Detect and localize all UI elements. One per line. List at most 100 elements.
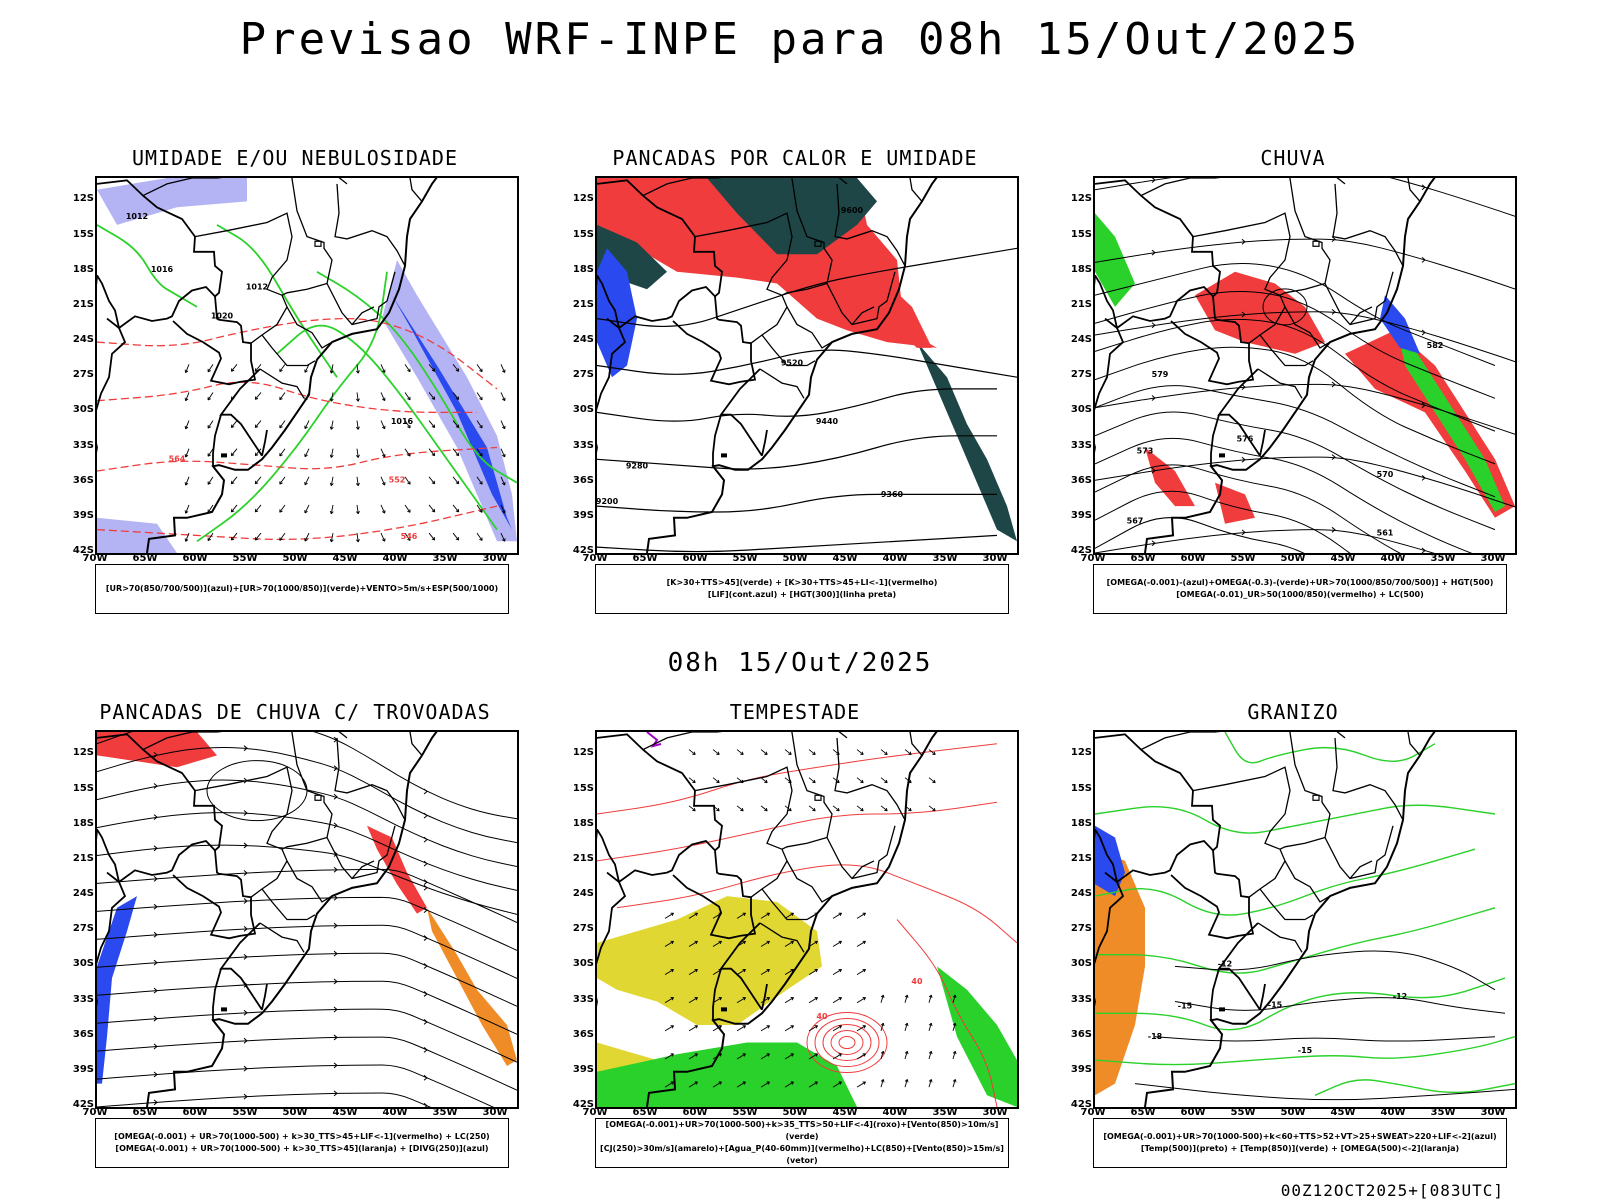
wind-arrow (452, 364, 460, 372)
lat-tick-label: 21S (572, 852, 594, 864)
wind-arrow (356, 364, 359, 374)
wind-arrow (476, 476, 483, 485)
country-border (672, 850, 757, 940)
wind-arrowhead (932, 779, 936, 784)
temp850-contour (1095, 1036, 1515, 1066)
wind-arrow (452, 504, 460, 513)
wind-arrow (832, 912, 842, 919)
lon-tick-label: 65W (1130, 553, 1156, 564)
country-border (719, 368, 763, 457)
country-border (1095, 274, 1125, 453)
streamline-arrow (1151, 178, 1156, 183)
streamline-arrow (1331, 381, 1336, 388)
wind-arrowhead (279, 452, 283, 457)
streamline-arrow (153, 752, 158, 758)
streamline (97, 779, 517, 867)
state-border (1192, 212, 1291, 344)
lon-tick-label: 70W (1080, 1107, 1106, 1118)
lon-tick-label: 35W (432, 553, 458, 564)
wind-arrow (928, 1023, 932, 1031)
lake-marker (721, 453, 727, 458)
panel-umidade: UMIDADE E/OU NEBULOSIDADE 1012 1016 1020 101… (60, 146, 530, 626)
wind-arrowhead (838, 940, 842, 945)
wind-arrow (380, 448, 386, 458)
streamline (97, 1008, 517, 1063)
panel-pancadas-calor: PANCADAS POR CALOR E UMIDADE 9600 9520 9440… (560, 146, 1030, 626)
lon-tick-label: 65W (132, 1107, 158, 1118)
lat-tick-label: 21S (572, 298, 594, 310)
state-border (1192, 766, 1291, 898)
wind-arrow (856, 777, 864, 784)
wind-arrowhead (431, 537, 436, 541)
lon-tick-label: 55W (1230, 1107, 1256, 1118)
wind-arrow (207, 420, 214, 429)
wind-arrow (880, 805, 888, 812)
wind-arrow (664, 997, 674, 1004)
lat-tick-label: 42S (72, 1099, 94, 1110)
wind-arrowhead (790, 940, 794, 945)
thunder-orange-region (427, 907, 517, 1066)
wind-arrowhead (766, 968, 770, 973)
wind-arrowhead (407, 453, 411, 457)
wind-arrow (279, 392, 286, 401)
wind-arrowhead (670, 940, 674, 945)
wind-arrow (428, 364, 436, 372)
streamline-arrow (423, 879, 428, 886)
wind-arrow (832, 805, 840, 812)
wind-arrow (760, 777, 768, 784)
streamline-arrow (153, 1071, 158, 1078)
state-border (259, 368, 305, 399)
streamline-arrow (333, 822, 338, 829)
country-border (97, 179, 223, 298)
lon-tick-label: 70W (1080, 553, 1106, 564)
wind-arrowhead (479, 396, 483, 401)
lat-tick-label: 24S (1070, 334, 1092, 346)
streamline-arrow (423, 935, 428, 941)
streamline-arrow (1421, 184, 1426, 191)
wind-arrowhead (880, 994, 885, 999)
map-outlines (597, 732, 938, 1107)
wind-arrowhead (716, 807, 720, 812)
wind-arrowhead (279, 509, 283, 513)
wind-arrow (254, 504, 262, 513)
map-svg: 40 40 (597, 732, 1017, 1107)
contour-label: -15 (1178, 1002, 1193, 1011)
lon-tick-label: 60W (682, 1107, 708, 1118)
wind-arrow (452, 476, 460, 485)
streamline-arrow (423, 836, 428, 843)
wind-arrow (404, 504, 411, 513)
wind-arrow (330, 420, 334, 430)
wind-arrowhead (862, 1081, 866, 1085)
state-border (761, 334, 816, 367)
wind-arrow (880, 994, 884, 1003)
panel-title: PANCADAS POR CALOR E UMIDADE (612, 146, 978, 170)
state-border (281, 732, 333, 850)
wind-arrow (712, 1025, 722, 1032)
wind-arrowhead (884, 751, 888, 756)
wind-arrow (688, 912, 698, 919)
wind-arrowhead (329, 426, 334, 430)
wind-arrowhead (788, 807, 792, 812)
lat-tick-label: 36S (1070, 474, 1092, 486)
wind-arrow (356, 504, 359, 514)
wind-arrow (712, 749, 720, 755)
wind-arrow (476, 364, 483, 372)
lat-tick-label: 24S (72, 334, 94, 346)
coastline-east (1144, 732, 1436, 1107)
state-border (786, 306, 833, 349)
wind-arrowhead (862, 997, 866, 1001)
wind-arrowhead (694, 912, 698, 917)
wind-arrow (476, 392, 483, 401)
contour-label: -18 (1148, 1032, 1163, 1041)
lat-tick-label: 27S (72, 923, 94, 935)
wind-arrow (304, 532, 310, 542)
streamline (97, 732, 517, 820)
streamline-arrow (1151, 249, 1156, 256)
pw-contour (896, 919, 998, 1107)
wind-arrowhead (670, 912, 674, 917)
wind-arrowhead (814, 1053, 818, 1057)
state-border (194, 766, 293, 898)
lat-tick-label: 12S (572, 193, 594, 205)
wind-arrowhead (742, 912, 746, 917)
legend-line: [K>30+TTS>45](verde) + [K>30+TTS>45+LI<-… (666, 578, 938, 587)
